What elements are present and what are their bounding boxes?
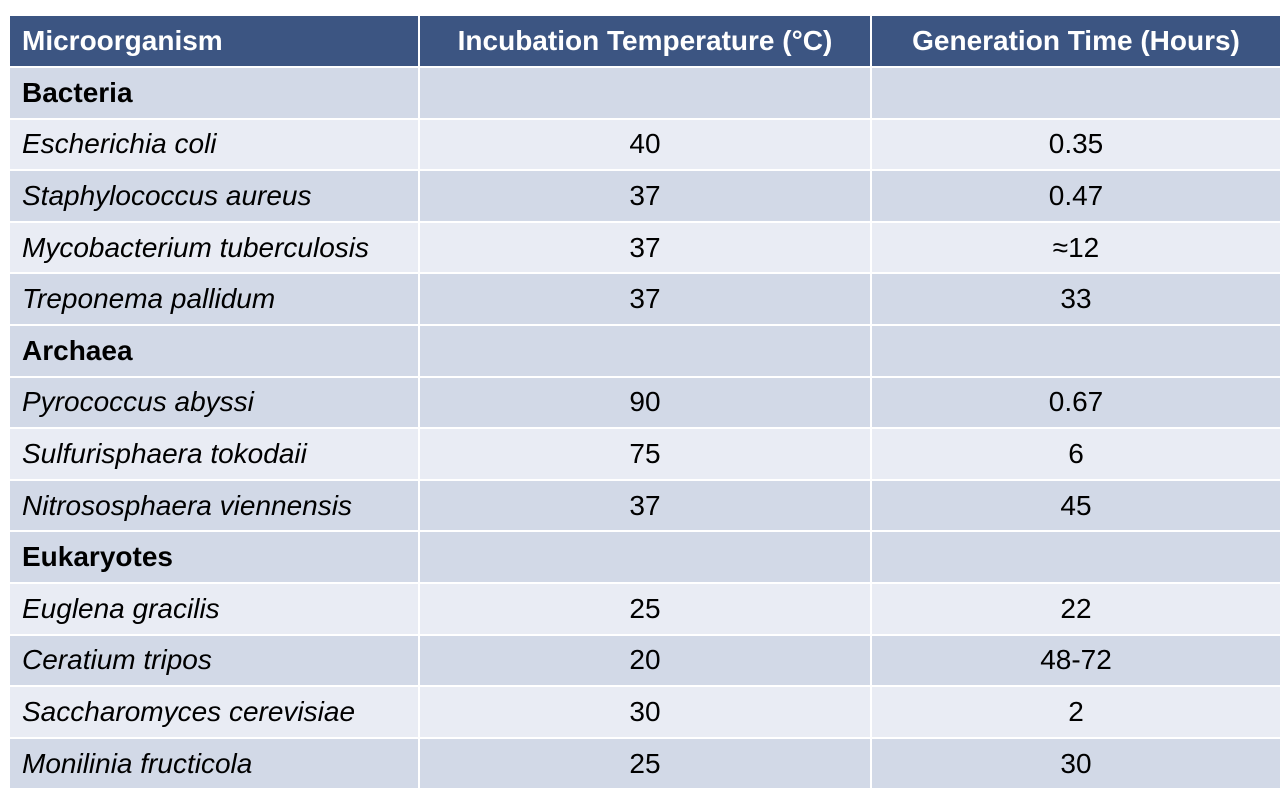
- table-row: Ceratium tripos 20 48-72: [8, 633, 1282, 688]
- group-row-eukaryotes: Eukaryotes: [8, 530, 1282, 584]
- group-label: Archaea: [8, 323, 420, 378]
- generation-time-value: 0.47: [870, 169, 1282, 223]
- organism-name: Monilinia fructicola: [8, 736, 420, 791]
- organism-name: Escherichia coli: [8, 117, 420, 172]
- group-label: Bacteria: [8, 66, 420, 120]
- table-header-row: Microorganism Incubation Temperature (°C…: [8, 14, 1282, 68]
- group-row-archaea: Archaea: [8, 323, 1282, 378]
- empty-cell: [418, 66, 872, 120]
- header-microorganism: Microorganism: [8, 14, 420, 68]
- empty-cell: [418, 530, 872, 584]
- temperature-value: 40: [418, 117, 872, 172]
- temperature-value: 25: [418, 581, 872, 636]
- temperature-value: 30: [418, 685, 872, 739]
- organism-name: Staphylococcus aureus: [8, 169, 420, 223]
- header-incubation-temperature: Incubation Temperature (°C): [418, 14, 872, 68]
- organism-name: Ceratium tripos: [8, 633, 420, 688]
- generation-time-value: 22: [870, 581, 1282, 636]
- generation-time-value: 2: [870, 685, 1282, 739]
- generation-time-value: 45: [870, 478, 1282, 533]
- temperature-value: 37: [418, 478, 872, 533]
- microorganism-table-container: Microorganism Incubation Temperature (°C…: [8, 14, 1282, 791]
- generation-time-value: 48-72: [870, 633, 1282, 688]
- group-label: Eukaryotes: [8, 530, 420, 584]
- table-row: Monilinia fructicola 25 30: [8, 736, 1282, 791]
- organism-name: Saccharomyces cerevisiae: [8, 685, 420, 739]
- temperature-value: 37: [418, 169, 872, 223]
- organism-name: Nitrososphaera viennensis: [8, 478, 420, 533]
- table-row: Euglena gracilis 25 22: [8, 581, 1282, 636]
- empty-cell: [870, 323, 1282, 378]
- organism-name: Pyrococcus abyssi: [8, 375, 420, 430]
- temperature-value: 90: [418, 375, 872, 430]
- organism-name: Treponema pallidum: [8, 272, 420, 326]
- table-row: Escherichia coli 40 0.35: [8, 117, 1282, 172]
- generation-time-value: 30: [870, 736, 1282, 791]
- temperature-value: 75: [418, 427, 872, 481]
- temperature-value: 37: [418, 220, 872, 275]
- table-row: Sulfurisphaera tokodaii 75 6: [8, 427, 1282, 481]
- generation-time-value: 0.67: [870, 375, 1282, 430]
- microorganism-table: Microorganism Incubation Temperature (°C…: [8, 14, 1282, 791]
- table-row: Mycobacterium tuberculosis 37 ≈12: [8, 220, 1282, 275]
- group-row-bacteria: Bacteria: [8, 66, 1282, 120]
- header-generation-time: Generation Time (Hours): [870, 14, 1282, 68]
- organism-name: Mycobacterium tuberculosis: [8, 220, 420, 275]
- organism-name: Sulfurisphaera tokodaii: [8, 427, 420, 481]
- temperature-value: 37: [418, 272, 872, 326]
- table-row: Saccharomyces cerevisiae 30 2: [8, 685, 1282, 739]
- empty-cell: [870, 530, 1282, 584]
- table-row: Treponema pallidum 37 33: [8, 272, 1282, 326]
- temperature-value: 20: [418, 633, 872, 688]
- table-row: Pyrococcus abyssi 90 0.67: [8, 375, 1282, 430]
- organism-name: Euglena gracilis: [8, 581, 420, 636]
- generation-time-value: 33: [870, 272, 1282, 326]
- empty-cell: [418, 323, 872, 378]
- generation-time-value: 6: [870, 427, 1282, 481]
- generation-time-value: 0.35: [870, 117, 1282, 172]
- temperature-value: 25: [418, 736, 872, 791]
- table-row: Staphylococcus aureus 37 0.47: [8, 169, 1282, 223]
- table-row: Nitrososphaera viennensis 37 45: [8, 478, 1282, 533]
- generation-time-value: ≈12: [870, 220, 1282, 275]
- empty-cell: [870, 66, 1282, 120]
